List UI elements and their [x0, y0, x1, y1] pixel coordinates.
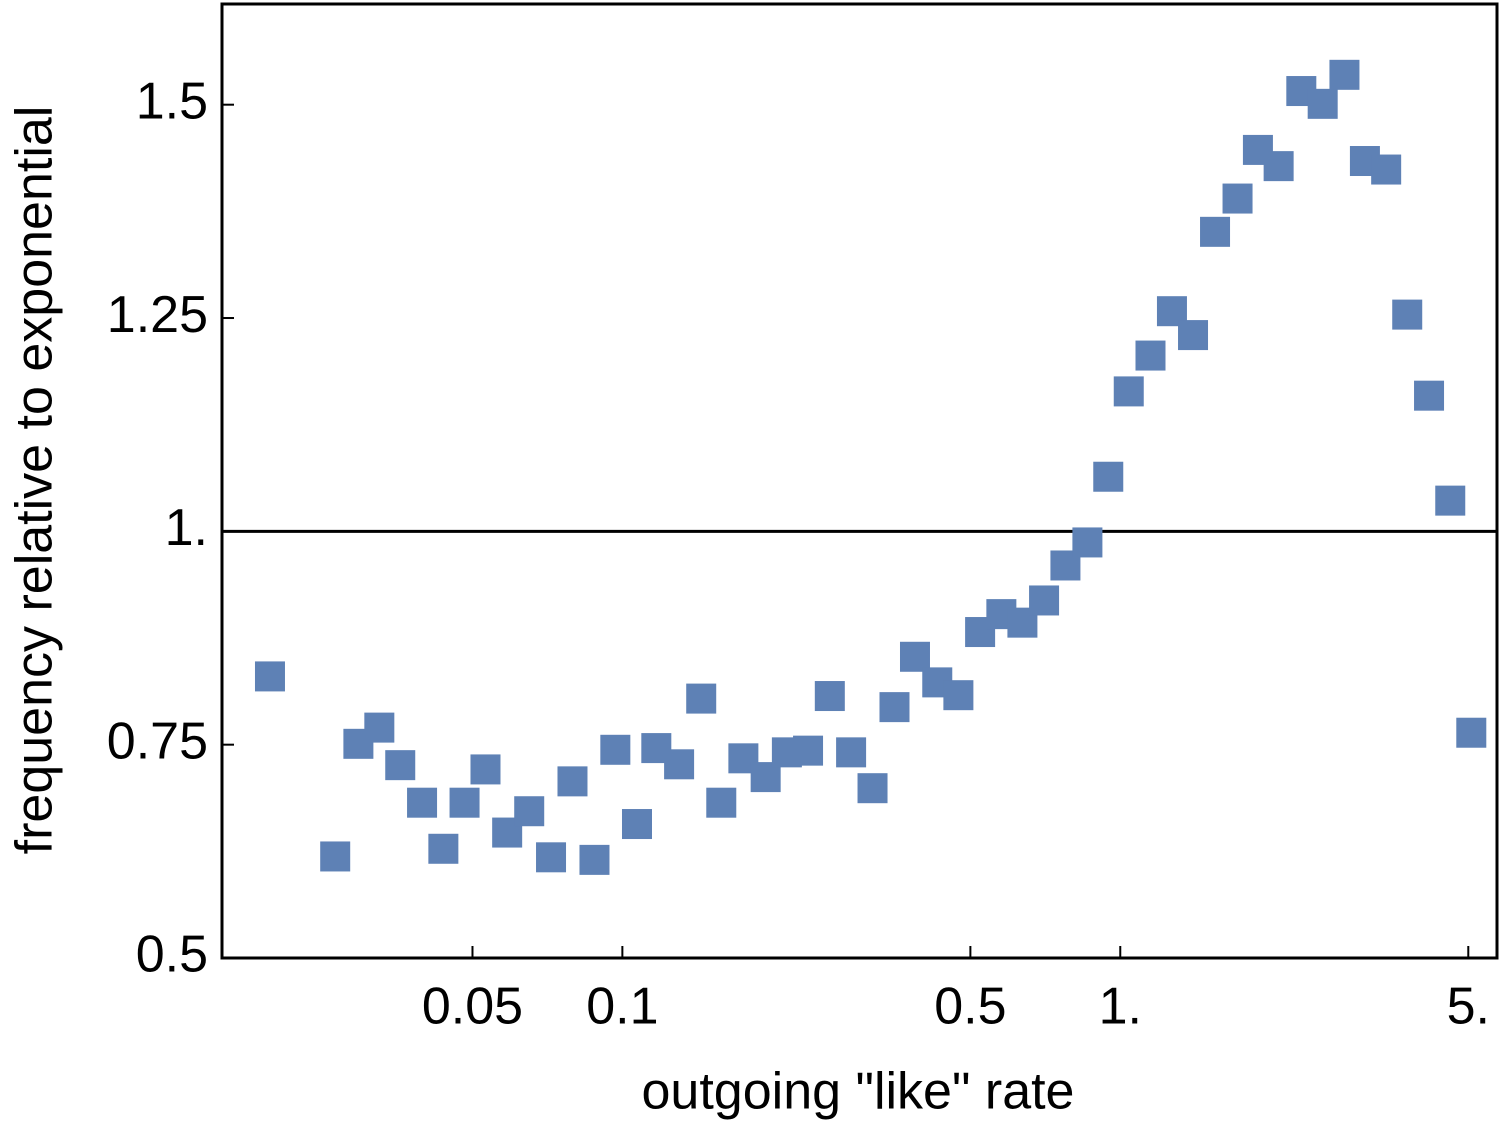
point: [793, 735, 824, 766]
point: [1414, 380, 1445, 411]
x-tick-label: 1.: [1099, 978, 1142, 1036]
point: [254, 661, 285, 692]
point: [320, 841, 351, 872]
point: [879, 692, 910, 723]
point: [814, 681, 845, 712]
point: [557, 766, 588, 797]
point: [1329, 59, 1360, 90]
point: [407, 787, 438, 818]
point: [470, 754, 501, 785]
point: [1307, 88, 1338, 119]
x-tick-label: 0.05: [422, 978, 523, 1036]
y-tick-label: 1.: [165, 499, 208, 557]
point: [579, 844, 610, 875]
x-axis-label: outgoing "like" rate: [642, 1063, 1075, 1121]
point: [514, 796, 545, 827]
point: [686, 683, 717, 714]
x-tick-label: 5.: [1447, 978, 1490, 1036]
point: [1093, 461, 1124, 492]
point: [664, 749, 695, 780]
point: [836, 737, 867, 768]
y-tick-label: 0.75: [107, 712, 208, 770]
point: [1029, 585, 1060, 616]
y-tick-label: 1.5: [136, 72, 208, 130]
point: [449, 787, 480, 818]
point: [1178, 320, 1209, 351]
y-tick-label: 0.5: [136, 926, 208, 984]
point: [943, 680, 974, 711]
point: [1072, 527, 1103, 558]
point: [600, 734, 631, 765]
point: [1456, 717, 1487, 748]
point: [1263, 151, 1294, 182]
point: [1435, 485, 1466, 516]
point: [364, 712, 395, 743]
point: [899, 641, 930, 672]
point: [706, 787, 737, 818]
x-tick-label: 0.5: [934, 978, 1006, 1036]
point: [1113, 376, 1144, 407]
y-axis-label: frequency relative to exponential: [6, 106, 64, 855]
point: [1392, 299, 1423, 330]
y-tick-label: 1.25: [107, 286, 208, 344]
point: [385, 750, 416, 781]
plot-frame: [220, 2, 1499, 960]
x-tick-label: 0.1: [586, 978, 658, 1036]
point: [1222, 183, 1253, 214]
point: [536, 842, 567, 873]
point: [857, 773, 888, 804]
point: [621, 809, 652, 840]
point: [1371, 154, 1402, 185]
point: [1200, 216, 1231, 247]
point: [428, 833, 459, 864]
point: [1135, 340, 1166, 371]
